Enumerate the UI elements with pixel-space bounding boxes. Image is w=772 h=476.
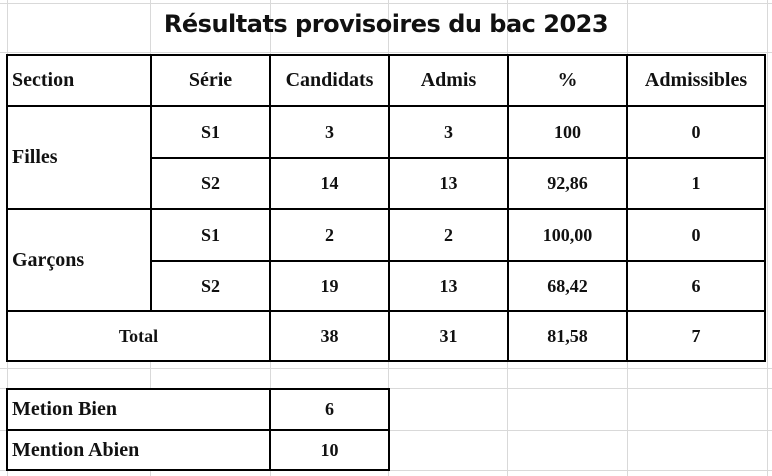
mention-row: Metion Bien 6	[6, 388, 390, 431]
table-row: S2 19 13 68,42 6	[7, 260, 766, 312]
percent-cell[interactable]: 100	[507, 105, 628, 159]
table-row: S2 14 13 92,86 1	[7, 157, 766, 210]
serie-cell[interactable]: S1	[150, 208, 271, 262]
admissibles-cell[interactable]: 0	[626, 208, 766, 262]
serie-cell[interactable]: S2	[150, 157, 271, 210]
candidats-cell[interactable]: 3	[269, 105, 390, 159]
header-admis[interactable]: Admis	[388, 54, 509, 107]
header-row: Section Série Candidats Admis % Admissib…	[6, 54, 766, 107]
admis-cell[interactable]: 2	[388, 208, 509, 262]
candidats-cell[interactable]: 14	[269, 157, 390, 210]
candidats-cell[interactable]: 2	[269, 208, 390, 262]
admissibles-cell[interactable]: 0	[626, 105, 766, 159]
mention-label[interactable]: Metion Bien	[6, 388, 271, 431]
admis-cell[interactable]: 13	[388, 260, 509, 312]
admissibles-cell[interactable]: 1	[626, 157, 766, 210]
total-admis[interactable]: 31	[388, 310, 509, 362]
table-row: Garçons S1 2 2 100,00 0	[6, 208, 766, 312]
candidats-cell[interactable]: 19	[269, 260, 390, 312]
section-cell[interactable]: Filles	[6, 105, 152, 210]
total-admissibles[interactable]: 7	[626, 310, 766, 362]
header-percent[interactable]: %	[507, 54, 628, 107]
admissibles-cell[interactable]: 6	[626, 260, 766, 312]
section-cell[interactable]: Garçons	[6, 208, 152, 312]
serie-cell[interactable]: S1	[150, 105, 271, 159]
total-candidats[interactable]: 38	[269, 310, 390, 362]
results-table: Section Série Candidats Admis % Admissib…	[6, 54, 766, 362]
total-percent[interactable]: 81,58	[507, 310, 628, 362]
admis-cell[interactable]: 3	[388, 105, 509, 159]
mention-value[interactable]: 10	[269, 429, 390, 471]
table-row: Filles S1 3 3 100 0	[6, 105, 766, 210]
mentions-table: Metion Bien 6 Mention Abien 10	[6, 388, 390, 471]
page-title: Résultats provisoires du bac 2023	[163, 10, 609, 38]
mention-value[interactable]: 6	[269, 388, 390, 431]
percent-cell[interactable]: 92,86	[507, 157, 628, 210]
percent-cell[interactable]: 68,42	[507, 260, 628, 312]
total-row: Total 38 31 81,58 7	[6, 310, 766, 362]
header-serie[interactable]: Série	[150, 54, 271, 107]
serie-cell[interactable]: S2	[150, 260, 271, 312]
mention-row: Mention Abien 10	[6, 429, 390, 471]
percent-cell[interactable]: 100,00	[507, 208, 628, 262]
header-candidats[interactable]: Candidats	[269, 54, 390, 107]
header-admissibles[interactable]: Admissibles	[626, 54, 766, 107]
admis-cell[interactable]: 13	[388, 157, 509, 210]
total-label[interactable]: Total	[6, 310, 271, 362]
mention-label[interactable]: Mention Abien	[6, 429, 271, 471]
header-section[interactable]: Section	[6, 54, 152, 107]
